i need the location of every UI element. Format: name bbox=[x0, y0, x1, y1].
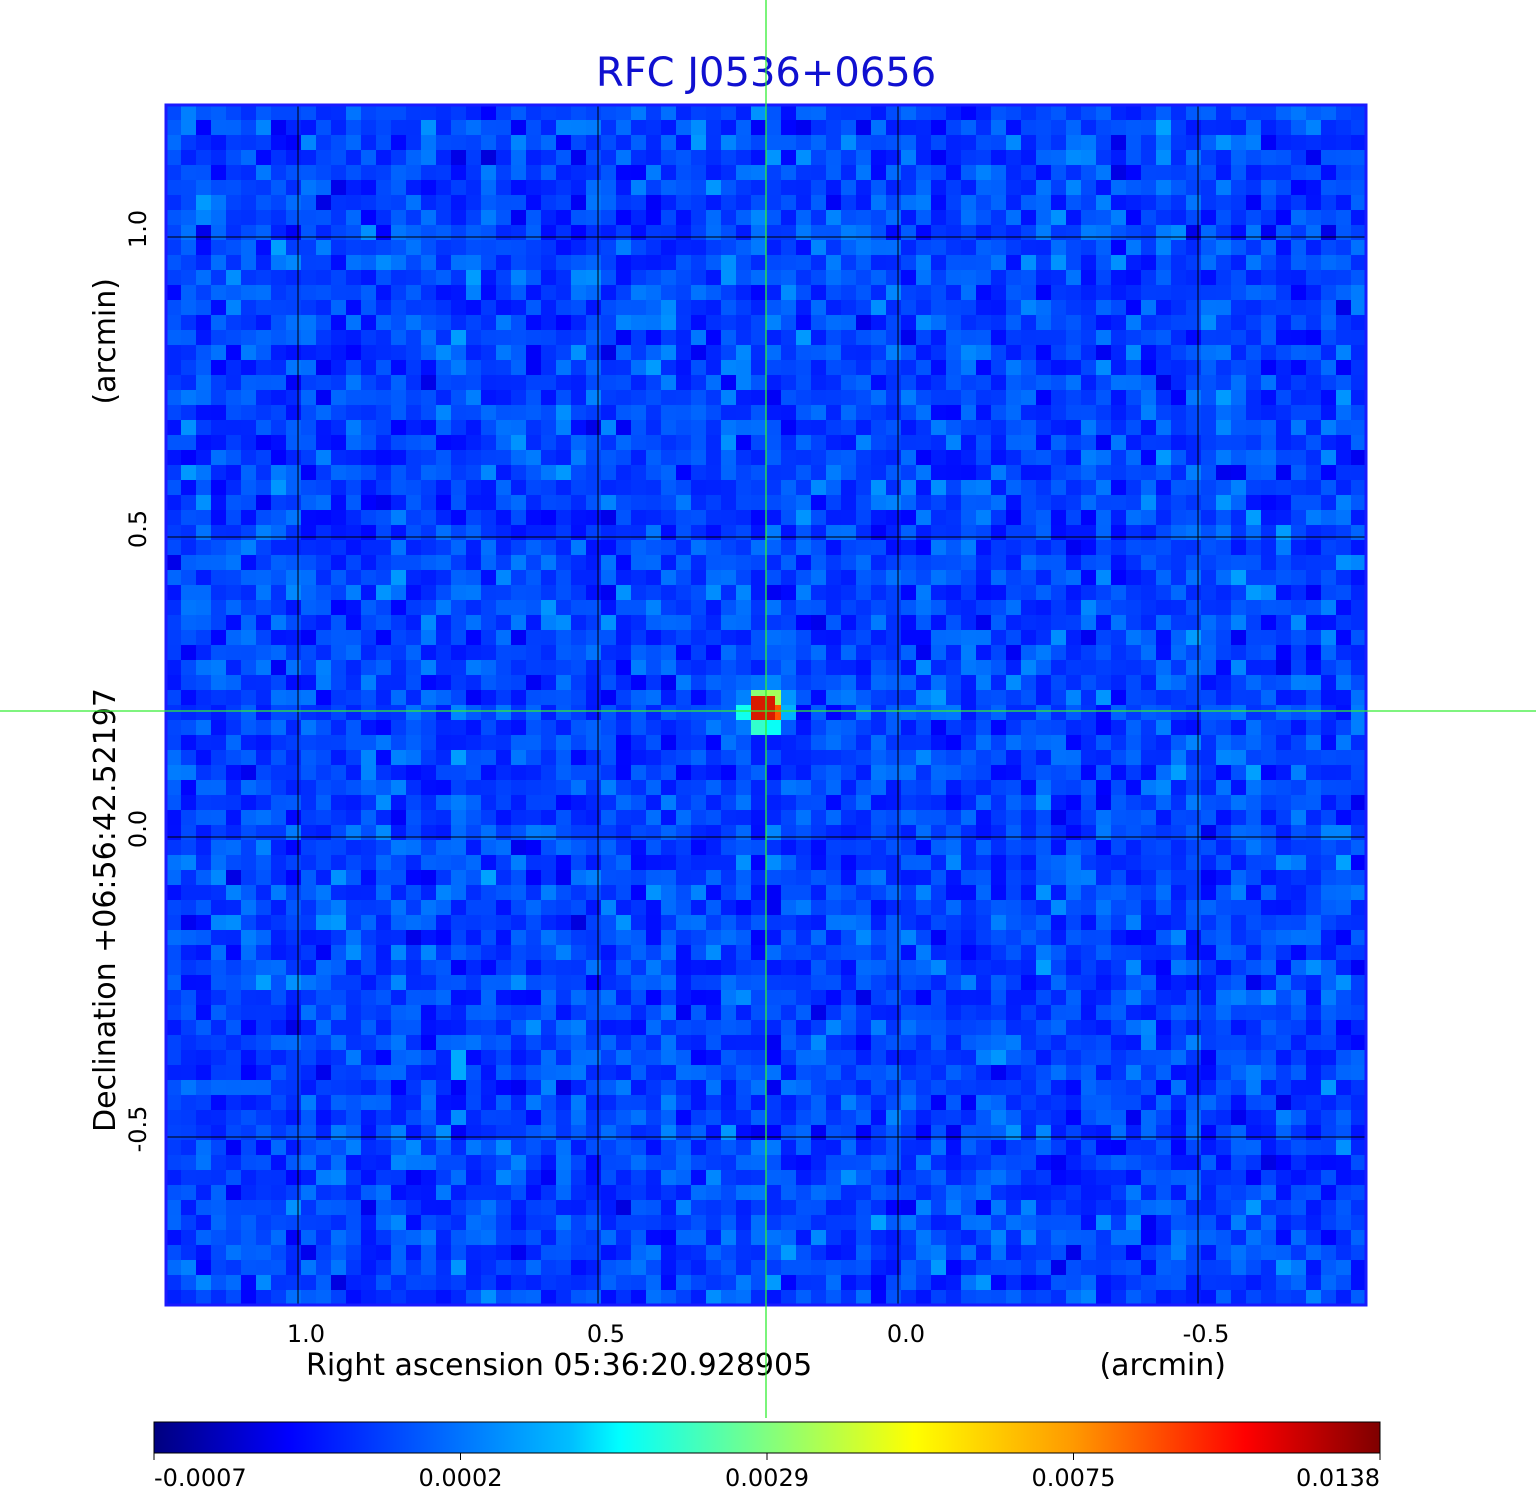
y-tick-label: -0.5 bbox=[124, 1106, 152, 1153]
x-axis-unit: (arcmin) bbox=[1099, 1348, 1226, 1383]
y-axis-label: Declination +06:56:42.52197 bbox=[88, 688, 123, 1132]
colorbar bbox=[153, 1421, 1381, 1454]
source-peak-pixel bbox=[751, 696, 775, 720]
x-tick-label: 1.0 bbox=[287, 1320, 325, 1348]
colorbar-tick-label: 0.0138 bbox=[1296, 1464, 1380, 1492]
y-tick-label: 0.5 bbox=[124, 510, 152, 548]
colorbar-tick-label: 0.0075 bbox=[1032, 1464, 1116, 1492]
x-tick-label: 0.0 bbox=[887, 1320, 925, 1348]
colorbar-ticks: -0.0007 0.0002 0.0029 0.0075 0.0138 bbox=[153, 1453, 1381, 1492]
colorbar-tick-label: -0.0007 bbox=[154, 1464, 247, 1492]
x-tick-labels: 1.0 0.5 0.0 -0.5 bbox=[287, 1320, 1230, 1348]
y-tick-label: 0.0 bbox=[124, 810, 152, 848]
colorbar-tick-label: 0.0002 bbox=[419, 1464, 503, 1492]
y-axis-unit: (arcmin) bbox=[88, 278, 123, 405]
y-tick-label: 1.0 bbox=[124, 210, 152, 248]
x-tick-label: -0.5 bbox=[1183, 1320, 1230, 1348]
y-tick-labels: 1.0 0.5 0.0 -0.5 bbox=[124, 210, 152, 1153]
x-axis-label: Right ascension 05:36:20.928905 bbox=[306, 1348, 812, 1383]
colorbar-tick-label: 0.0029 bbox=[725, 1464, 809, 1492]
x-tick-label: 0.5 bbox=[587, 1320, 625, 1348]
